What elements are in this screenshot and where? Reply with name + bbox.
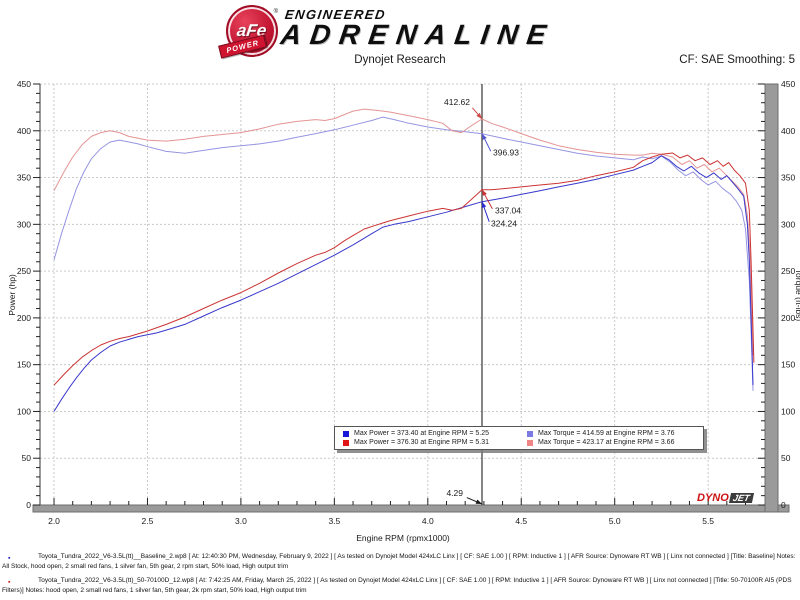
power-axis-tick-label: 450 [17,79,31,89]
run-text: Toyota_Tundra_2022_V6-3.5L(tt)__Baseline… [2,553,796,571]
power-axis-tick-label: 350 [17,173,31,183]
chart-legend[interactable]: Max Power = 373.40 at Engine RPM = 5.25 … [334,426,704,450]
run-info-intake: ▪ Toyota_Tundra_2022_V6-3.5L(tt)_50-70100… [2,576,797,597]
smoothing-setting-label: CF: SAE Smoothing: 5 [679,54,795,66]
run-info-footer: ▪ Toyota_Tundra_2022_V6-3.5L(tt)__Baselin… [2,552,797,600]
legend-label: Max Torque = 414.59 at Engine RPM = 3.76 [538,430,675,437]
page-title: Dynojet Research [354,54,446,66]
legend-swatch-intake-torque [527,439,533,446]
rpm-axis-tick-label: 3.5 [328,516,340,526]
dynojet-logo: DYNO JET [697,492,754,504]
rpm-axis-tick-label: 4.0 [422,516,434,526]
torque-axis-tick-label: 200 [781,313,795,323]
legend-item-baseline-torque: Max Torque = 414.59 at Engine RPM = 3.76 [519,429,703,438]
legend-label: Max Power = 376.30 at Engine RPM = 5.31 [354,439,490,446]
power-axis-tick-label: 0 [26,500,31,510]
legend-item-intake-torque: Max Torque = 423.17 at Engine RPM = 3.66 [519,438,703,447]
right-axis-bar [764,83,779,513]
cursor-value-label: 4.29 [446,488,463,498]
curve-intake-torque [53,108,754,356]
legend-label: Max Power = 373.40 at Engine RPM = 5.25 [354,430,490,437]
annotation-arrowhead [482,133,487,141]
dynojet-logo-dyno: DYNO [697,492,729,504]
annotation-arrowhead [476,112,483,119]
x-axis-bar [32,504,790,513]
curve-baseline-torque [53,116,754,391]
power-axis-tick-label: 250 [17,266,31,276]
rpm-axis-tick-label: 4.5 [515,516,527,526]
power-axis-tick-label: 400 [17,126,31,136]
legend-swatch-intake-power [343,439,349,446]
cursor-value-label: 412.62 [444,97,470,107]
run-bullet-intake: ▪ [8,578,11,586]
registered-mark-icon: ® [273,9,278,15]
annotation-arrowhead [481,201,487,209]
rpm-axis-tick-label: 5.0 [609,516,621,526]
torque-axis-tick-label: 150 [781,360,795,370]
rpm-axis-tick-label: 2.0 [48,516,60,526]
run-text: Toyota_Tundra_2022_V6-3.5L(tt)_50-70100D… [2,576,792,595]
annotation-arrowhead [475,499,483,504]
legend-swatch-baseline-power [343,430,349,437]
torque-axis-tick-label: 0 [781,500,786,510]
torque-axis-tick-label: 50 [781,453,791,463]
right-axis-title: Torque (ft-lbs) [794,269,800,322]
rpm-axis-tick-label: 3.0 [235,516,247,526]
curve-baseline-power [53,155,754,412]
rpm-axis-tick-label: 5.5 [702,516,714,526]
legend-label: Max Torque = 423.17 at Engine RPM = 3.66 [538,439,675,446]
cursor-value-label: 324.24 [491,219,517,229]
legend-item-intake-power: Max Power = 376.30 at Engine RPM = 5.31 [335,438,519,447]
curve-intake-power [53,152,755,386]
power-axis-tick-label: 150 [17,360,31,370]
torque-axis-tick-label: 450 [781,79,795,89]
legend-swatch-baseline-torque [527,430,533,437]
torque-axis-tick-label: 400 [781,126,795,136]
cursor-value-label: 337.04 [495,206,521,216]
power-axis-tick-label: 50 [22,453,32,463]
torque-axis-tick-label: 300 [781,219,795,229]
cursor-value-label: 396.93 [493,148,519,158]
torque-axis-tick-label: 250 [781,266,795,276]
dynojet-logo-jet: JET [728,493,754,503]
annotation-arrowhead [482,189,487,197]
power-axis-tick-label: 200 [17,313,31,323]
power-axis-tick-label: 300 [17,219,31,229]
run-info-baseline: ▪ Toyota_Tundra_2022_V6-3.5L(tt)__Baselin… [2,552,797,573]
legend-item-baseline-power: Max Power = 373.40 at Engine RPM = 5.25 [335,429,519,438]
x-axis-title: Engine RPM (rpmx1000) [356,533,450,543]
torque-axis-tick-label: 100 [781,406,795,416]
rpm-axis-tick-label: 2.5 [142,516,154,526]
torque-axis-tick-label: 350 [781,173,795,183]
dyno-chart: 0 0 50 50 100 100 150 150 200 200 250 250 300 300 350 3… [7,79,800,543]
left-axis-title: Power (hp) [7,274,17,316]
power-axis-tick-label: 100 [17,406,31,416]
run-bullet-baseline: ▪ [8,555,11,562]
